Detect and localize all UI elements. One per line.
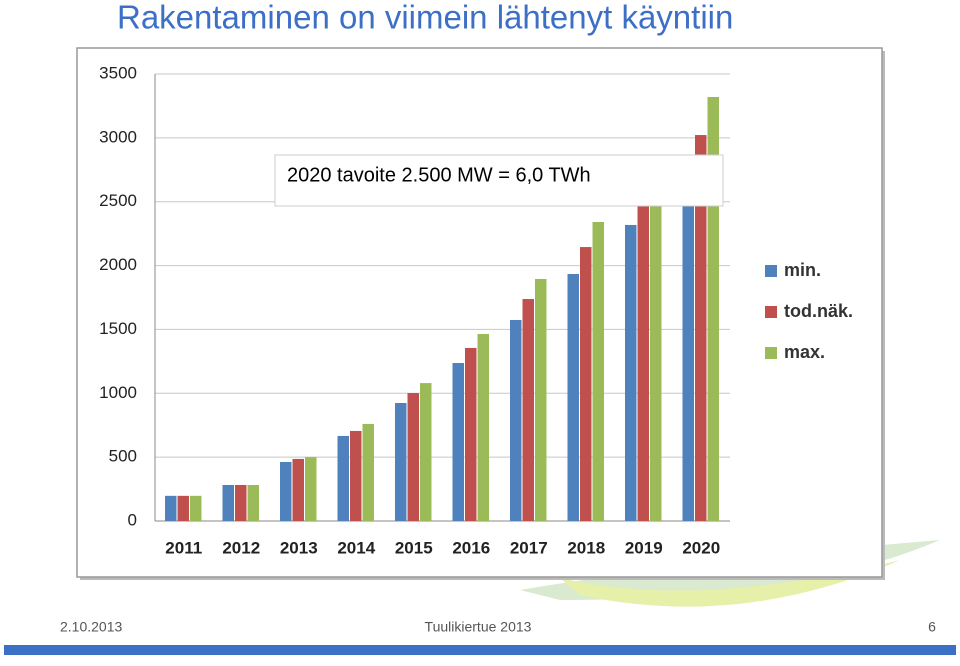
- bar: [580, 247, 592, 521]
- x-tick-label: 2012: [222, 538, 260, 557]
- bar: [337, 435, 349, 521]
- bar: [395, 402, 407, 521]
- bar: [625, 224, 637, 521]
- legend-swatch: [765, 265, 777, 277]
- bar: [477, 334, 489, 521]
- x-tick-label: 2015: [395, 538, 433, 557]
- bar: [362, 423, 374, 521]
- slide-title: Rakentaminen on viimein lähtenyt käyntii…: [117, 0, 733, 36]
- legend-label: min.: [784, 260, 821, 280]
- bar: [407, 393, 419, 521]
- y-tick-label: 0: [128, 510, 137, 529]
- y-tick-label: 2000: [99, 255, 137, 274]
- legend-label: max.: [784, 342, 825, 362]
- bar: [280, 461, 292, 521]
- legend-label: tod.näk.: [784, 301, 853, 321]
- annotation-box: [274, 154, 724, 207]
- bar: [567, 274, 579, 521]
- x-tick-label: 2019: [625, 538, 663, 557]
- x-tick-label: 2017: [510, 538, 548, 557]
- y-tick-label: 1500: [99, 319, 137, 338]
- bar: [305, 457, 317, 521]
- x-tick-label: 2014: [337, 538, 375, 557]
- y-tick-label: 2500: [99, 191, 137, 210]
- page-number: 6: [928, 619, 936, 635]
- x-tick-label: 2020: [682, 538, 720, 557]
- bar: [637, 192, 649, 521]
- bar: [707, 96, 719, 521]
- annotation: 2020 tavoite 2.500 MW = 6,0 TWh: [287, 164, 591, 186]
- y-tick-label: 3500: [99, 63, 137, 82]
- footer-date: 2.10.2013: [60, 619, 122, 635]
- bar: [350, 430, 362, 521]
- y-tick-label: 3000: [99, 127, 137, 146]
- bar: [465, 347, 477, 521]
- decor-swoosh: [560, 560, 900, 607]
- bar: [165, 495, 177, 521]
- bar: [695, 135, 707, 521]
- x-tick-label: 2011: [165, 538, 202, 557]
- bar: [222, 484, 234, 521]
- x-tick-label: 2013: [280, 538, 318, 557]
- bar: [682, 176, 694, 521]
- y-tick-label: 1000: [99, 383, 137, 402]
- footer-bar: [4, 645, 956, 655]
- legend-swatch: [765, 347, 777, 359]
- legend-swatch: [765, 306, 777, 318]
- bar: [510, 319, 522, 521]
- bar: [535, 278, 547, 521]
- y-tick-label: 500: [109, 447, 137, 466]
- bar: [452, 363, 464, 521]
- bar: [190, 495, 202, 521]
- bar: [420, 383, 432, 521]
- x-tick-label: 2016: [452, 538, 490, 557]
- bar: [592, 222, 604, 521]
- bar: [247, 484, 259, 521]
- bar: [650, 160, 662, 522]
- x-tick-label: 2018: [567, 538, 605, 557]
- footer-center: Tuulikiertue 2013: [425, 619, 532, 635]
- bar: [177, 495, 189, 521]
- bar: [522, 299, 534, 521]
- bar: [292, 458, 304, 521]
- bar: [235, 484, 247, 521]
